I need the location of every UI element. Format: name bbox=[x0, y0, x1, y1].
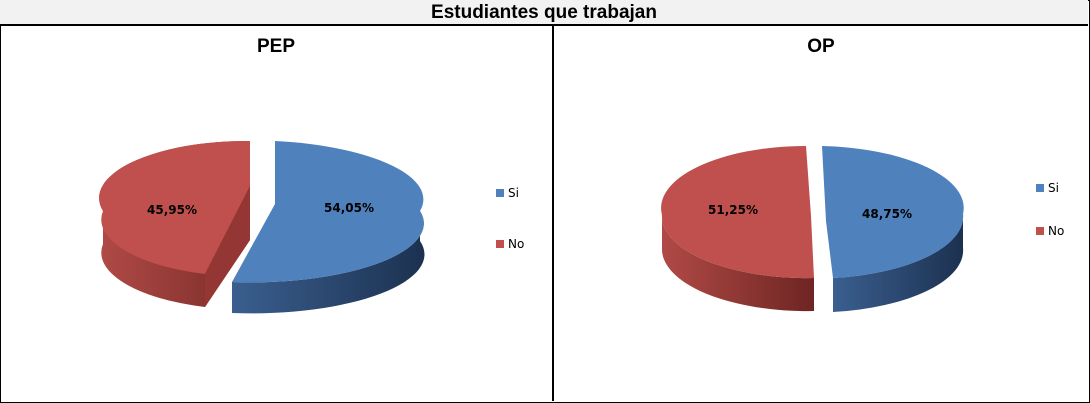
data-label-no-pep: 45,95% bbox=[147, 203, 197, 217]
slice-no-op bbox=[661, 146, 814, 312]
pie-chart-pep: 45,95% 54,05% bbox=[99, 140, 425, 314]
chart-panel-pep: PEP 45,95% 54,05% Si bbox=[0, 26, 554, 401]
chart-panel-op: OP 51,25% 48,75% Si No bbox=[554, 26, 1088, 401]
slice-si-op bbox=[822, 146, 964, 312]
pie-chart-op: 51,25% 48,75% bbox=[661, 146, 964, 312]
chart-title-pep: PEP bbox=[256, 36, 296, 57]
legend-item-si: Si bbox=[496, 186, 519, 200]
legend-item-no: No bbox=[1036, 224, 1064, 238]
data-label-si-pep: 54,05% bbox=[324, 201, 374, 215]
legend-swatch-si bbox=[1036, 184, 1044, 192]
legend-swatch-no bbox=[1036, 227, 1044, 235]
legend-swatch-si bbox=[496, 189, 504, 197]
legend-swatch-no bbox=[496, 240, 504, 248]
data-label-si-op: 48,75% bbox=[862, 207, 912, 221]
legend-item-no: No bbox=[496, 237, 524, 251]
slice-no-pep bbox=[99, 140, 251, 307]
main-title: Estudiantes que trabajan bbox=[0, 0, 1088, 26]
chart-title-op: OP bbox=[807, 36, 835, 57]
data-label-no-op: 51,25% bbox=[708, 203, 758, 217]
legend-item-si: Si bbox=[1036, 181, 1059, 195]
slice-si-pep bbox=[232, 141, 425, 314]
